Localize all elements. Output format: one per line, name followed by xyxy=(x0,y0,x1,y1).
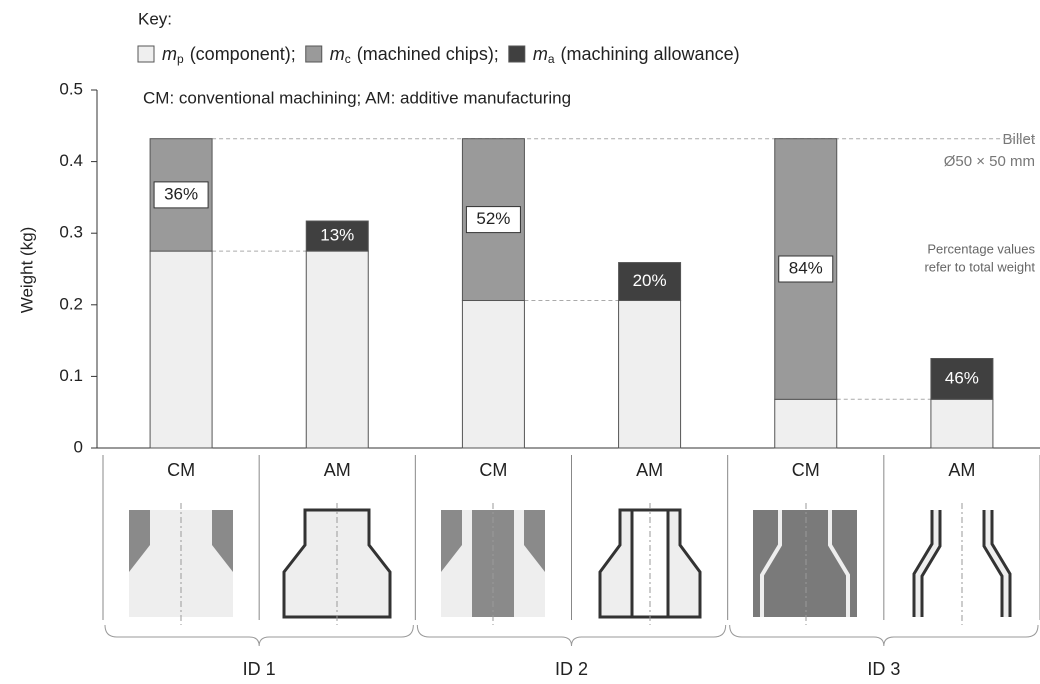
bar-segment xyxy=(461,300,525,449)
legend-swatch xyxy=(508,45,526,63)
note: Percentage values xyxy=(927,241,1035,256)
category-label: CM xyxy=(167,460,195,480)
y-tick-label: 0.1 xyxy=(59,366,83,385)
diagram xyxy=(985,510,1009,617)
diagram xyxy=(915,510,939,617)
legend-text: c xyxy=(345,52,351,66)
bar-segment xyxy=(618,262,682,302)
legend-text: (machined chips); xyxy=(357,44,499,64)
bar-segment xyxy=(618,300,682,449)
legend-entry: mc (machined chips); xyxy=(330,44,499,66)
billet-label: Billet xyxy=(1002,131,1035,148)
legend-entry: mp (component); xyxy=(162,44,296,66)
legend-entry: ma (machining allowance) xyxy=(533,44,740,66)
bar-segment xyxy=(149,250,213,449)
bar-segment xyxy=(930,358,994,400)
percent-box xyxy=(778,255,834,283)
percent-label: 84% xyxy=(789,258,823,277)
bar-segment xyxy=(305,220,369,252)
category-label: AM xyxy=(948,460,975,480)
legend-text: (machining allowance) xyxy=(561,44,740,64)
subtitle: CM: conventional machining; AM: additive… xyxy=(143,88,571,107)
group-label: ID 3 xyxy=(867,659,900,679)
legend-swatch xyxy=(137,45,155,63)
key-title: Key: xyxy=(138,9,172,28)
category-label: CM xyxy=(479,460,507,480)
category-label: AM xyxy=(324,460,351,480)
billet-size: Ø50 × 50 mm xyxy=(944,153,1035,170)
legend-text: m xyxy=(162,44,177,64)
bar-segment xyxy=(305,250,369,449)
group-brace xyxy=(729,624,1039,647)
y-tick-label: 0.4 xyxy=(59,151,83,170)
note: refer to total weight xyxy=(924,259,1035,274)
diagrams xyxy=(129,503,1012,625)
y-tick-label: 0 xyxy=(74,437,83,456)
legend-swatch xyxy=(305,45,323,63)
bar-segment xyxy=(774,398,838,449)
group-label: ID 2 xyxy=(555,659,588,679)
percent-label: 13% xyxy=(320,226,354,245)
category-label: CM xyxy=(792,460,820,480)
legend-text: m xyxy=(330,44,345,64)
percent-label: 36% xyxy=(164,184,198,203)
percent-box xyxy=(465,206,521,234)
legend-text: a xyxy=(548,52,555,66)
percent-label: 20% xyxy=(633,271,667,290)
legend-text: p xyxy=(177,52,184,66)
legend-text: (component); xyxy=(190,44,296,64)
y-tick-label: 0.3 xyxy=(59,223,83,242)
y-tick-label: 0.5 xyxy=(59,79,83,98)
group-label: ID 1 xyxy=(243,659,276,679)
percent-box xyxy=(153,181,209,209)
percent-label: 46% xyxy=(945,368,979,387)
diagram xyxy=(760,510,782,617)
group-brace xyxy=(104,624,414,647)
group-brace xyxy=(416,624,727,647)
y-tick-label: 0.2 xyxy=(59,294,83,313)
category-label: AM xyxy=(636,460,663,480)
y-axis-label: Weight (kg) xyxy=(17,227,36,314)
bar-segment xyxy=(930,398,994,449)
diagram xyxy=(828,510,850,617)
legend-text: m xyxy=(533,44,548,64)
percent-label: 52% xyxy=(476,209,510,228)
